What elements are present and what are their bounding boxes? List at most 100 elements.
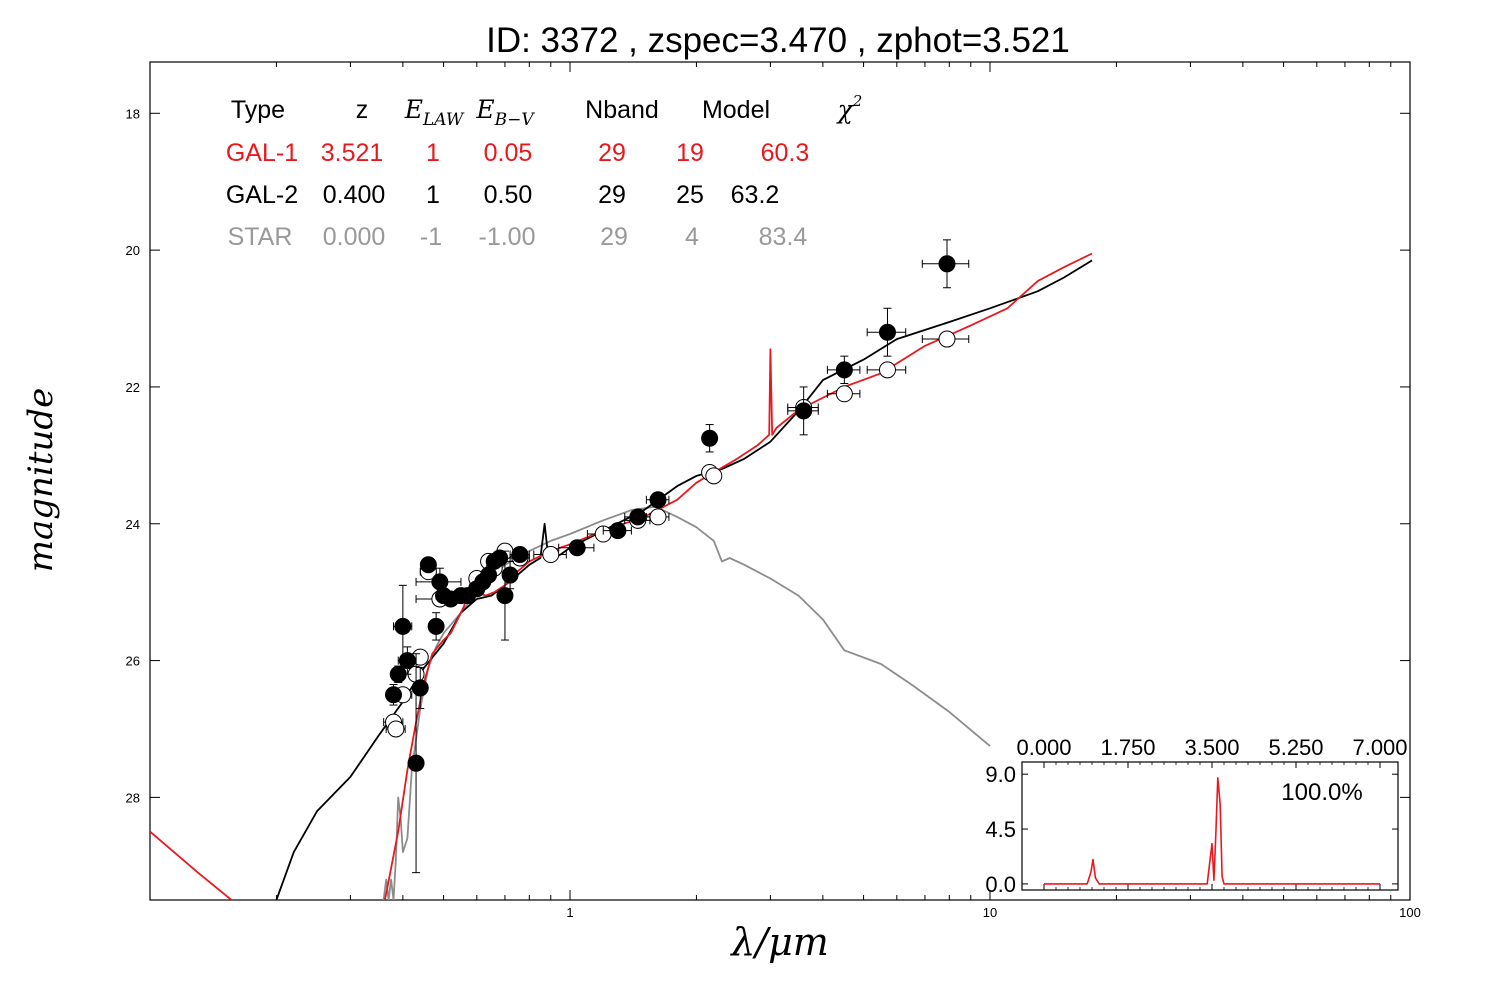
legend-cell: 0.000	[323, 223, 386, 251]
x-tick-label: 1	[566, 905, 573, 920]
inset-x-tick-label: 7.000	[1352, 735, 1407, 760]
legend-header-subscript: B−V	[494, 110, 536, 130]
legend-cell: 29	[600, 223, 628, 251]
observed-point	[491, 549, 509, 567]
inset-y-tick-label: 0.0	[985, 872, 1016, 897]
filled-marker	[609, 522, 627, 540]
inset-pdf-line	[1044, 776, 1380, 885]
model-point	[921, 330, 970, 348]
open-marker	[705, 467, 723, 485]
observed-point	[701, 424, 719, 453]
legend-cell: 0.400	[323, 181, 386, 209]
filled-marker	[496, 587, 514, 605]
y-tick-label: 20	[126, 243, 140, 258]
legend-cell: 25	[676, 181, 704, 209]
inset-axes: 0.000 1.750 3.500 5.250 7.000 0.0 4.5 9.0	[985, 735, 1407, 897]
observed-point	[921, 239, 970, 289]
y-tick-label: 18	[126, 106, 140, 121]
inset-x-tick-label: 3.500	[1184, 735, 1239, 760]
y-tick-label: 28	[126, 790, 140, 805]
legend-header-subscript: LAW	[422, 110, 465, 130]
observed-point	[866, 307, 907, 357]
observed-point	[602, 522, 632, 540]
legend-cell: 3.521	[321, 139, 384, 167]
model-point	[385, 720, 406, 738]
legend-cell: STAR	[228, 223, 293, 251]
observed-point	[624, 508, 651, 526]
observed-point	[419, 556, 437, 574]
observed-point	[411, 666, 429, 709]
filled-marker	[427, 617, 445, 635]
legend-cell: 1	[426, 139, 440, 167]
observed-point	[427, 612, 445, 641]
observed-point	[480, 566, 498, 584]
inset-x-tick-label: 0.000	[1016, 735, 1071, 760]
filled-marker	[385, 686, 403, 704]
inset-annotation: 100.0%	[1281, 779, 1362, 806]
inset-y-tick-label: 4.5	[985, 817, 1016, 842]
inset-x-tick-label: 5.250	[1268, 735, 1323, 760]
legend-cell: GAL-2	[226, 181, 298, 209]
observed-point	[509, 546, 530, 564]
filled-marker	[568, 539, 586, 557]
legend-cell: 19	[676, 139, 704, 167]
filled-marker	[878, 323, 896, 341]
y-axis-label: magnitude	[21, 388, 61, 573]
open-marker	[938, 330, 956, 348]
model-point	[533, 546, 567, 564]
open-marker	[387, 720, 405, 738]
legend-cell: 83.4	[759, 223, 808, 251]
model-point	[826, 385, 861, 403]
filled-marker	[701, 429, 719, 447]
filled-marker	[511, 546, 529, 564]
filled-marker	[629, 508, 647, 526]
legend-cell: 29	[598, 139, 626, 167]
legend-cell: -1	[420, 223, 442, 251]
inset-frame	[1021, 761, 1399, 891]
main-plot-frame	[149, 61, 1411, 901]
y-tick-label: 22	[126, 380, 140, 395]
inset-y-tick-label: 9.0	[985, 762, 1016, 787]
legend-cell: GAL-1	[226, 139, 298, 167]
observed-point	[787, 386, 819, 436]
model-point	[866, 361, 907, 379]
filled-marker	[419, 556, 437, 574]
legend-header-cell: Model	[702, 96, 770, 124]
open-marker	[878, 361, 896, 379]
legend-header-cell: Nband	[585, 96, 659, 124]
x-axis-label: λ/μm	[729, 920, 829, 964]
legend-cell: 29	[598, 181, 626, 209]
observed-point	[501, 560, 519, 590]
legend-cell: -1.00	[479, 223, 536, 251]
filled-marker	[394, 617, 412, 635]
filled-marker	[407, 754, 425, 772]
main-plot-area	[150, 239, 1093, 900]
filled-marker	[649, 491, 667, 509]
inset-x-tick-label: 1.750	[1100, 735, 1155, 760]
filled-marker	[795, 402, 813, 420]
legend-cell: 60.3	[761, 139, 810, 167]
inset-background	[1022, 762, 1398, 890]
observed-point	[645, 491, 670, 509]
filled-marker	[501, 566, 519, 584]
legend-header-cell: z	[356, 96, 369, 124]
legend-cell: 0.05	[484, 139, 533, 167]
legend-header-cell: Type	[231, 96, 285, 124]
observed-point	[826, 355, 861, 385]
observed-point	[496, 550, 514, 641]
legend-header-cell: χ2	[836, 92, 863, 124]
legend-cell: 0.50	[484, 181, 533, 209]
x-tick-label: 10	[983, 905, 997, 920]
legend-cell: 4	[685, 223, 699, 251]
legend-header-superscript: 2	[852, 92, 863, 110]
filled-marker	[938, 255, 956, 273]
model-point	[705, 467, 723, 485]
open-marker	[649, 508, 667, 526]
observed-point	[558, 539, 595, 557]
observed-point	[385, 684, 403, 706]
y-tick-label: 26	[126, 654, 140, 669]
filled-marker	[411, 679, 429, 697]
legend-cell: 63.2	[731, 181, 780, 209]
